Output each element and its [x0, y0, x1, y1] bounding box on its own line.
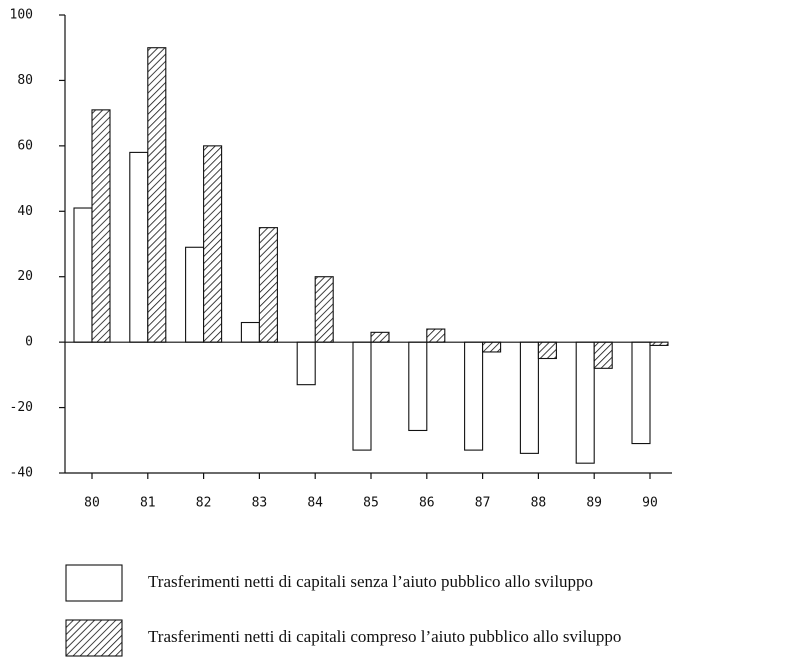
- legend-swatch: [65, 619, 123, 657]
- x-tick-label: 86: [419, 496, 435, 511]
- legend-label: Trasferimenti netti di capitali senza l’…: [148, 572, 593, 591]
- y-tick-label: 80: [17, 73, 33, 88]
- x-tick-label: 81: [140, 496, 156, 511]
- y-tick-label: 20: [17, 269, 33, 284]
- legend-swatch: [65, 564, 123, 602]
- bar: [147, 47, 167, 343]
- bar: [314, 276, 334, 343]
- x-tick-label: 90: [642, 496, 658, 511]
- x-tick-label: 82: [196, 496, 212, 511]
- y-tick-label: 40: [17, 204, 33, 219]
- bar: [370, 331, 390, 343]
- x-tick-label: 85: [363, 496, 379, 511]
- bar: [631, 341, 651, 445]
- legend-label: Trasferimenti netti di capitali compreso…: [148, 627, 621, 646]
- bar: [464, 341, 484, 451]
- bar: [593, 341, 613, 369]
- bar: [649, 341, 669, 346]
- bar: [73, 207, 93, 343]
- x-tick-label: 84: [307, 496, 323, 511]
- bar: [537, 341, 557, 360]
- y-tick-label: -40: [10, 466, 33, 481]
- bar: [240, 321, 260, 343]
- bar: [129, 151, 149, 343]
- y-tick-label: 60: [17, 138, 33, 153]
- y-tick-label: 100: [10, 8, 33, 23]
- y-tick-label: 0: [25, 335, 33, 350]
- bar: [258, 227, 278, 343]
- x-tick-label: 83: [252, 496, 268, 511]
- bar: [482, 341, 502, 353]
- x-tick-label: 89: [586, 496, 602, 511]
- x-tick-label: 80: [84, 496, 100, 511]
- bar: [91, 109, 111, 343]
- bar: [426, 328, 446, 343]
- bar: [296, 341, 316, 386]
- x-tick-label: 88: [531, 496, 547, 511]
- x-tick-label: 87: [475, 496, 491, 511]
- bar: [408, 341, 428, 432]
- bar: [352, 341, 372, 451]
- bar: [185, 246, 205, 343]
- bar: [519, 341, 539, 454]
- bar: [575, 341, 595, 464]
- bar: [203, 145, 223, 343]
- y-tick-label: -20: [10, 400, 33, 415]
